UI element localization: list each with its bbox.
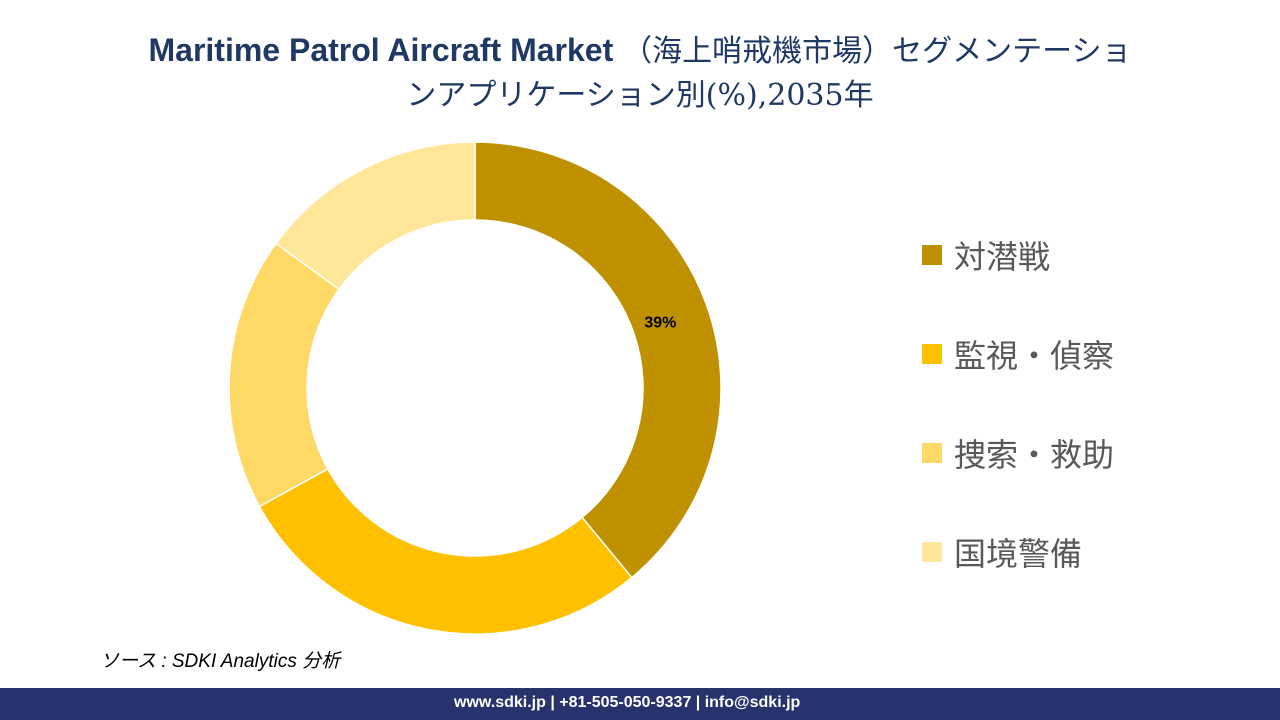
source-note: ソース : SDKI Analytics 分析 [100,651,341,672]
legend-item: 監視・偵察 [922,304,1114,403]
donut-slice-4 [274,141,476,291]
data-label: 39% [644,314,676,331]
legend-item: 捜索・救助 [922,403,1114,502]
donut-slice-2 [258,467,633,635]
legend-swatch [922,244,942,265]
legend-swatch [922,541,942,562]
title-jp: （海上哨戒機市場）セグメンテーショ [622,34,1132,69]
donut-slice-3 [228,242,341,508]
legend-label: 国境警備 [954,534,1083,573]
legend-label: 監視・偵察 [954,336,1115,375]
footer-contact: www.sdki.jp | +81-505-050-9337 | info@sd… [454,694,801,711]
legend-swatch [922,442,942,463]
title-line2: ンアプリケーション別(%),2035年 [406,78,874,113]
footer-bar: www.sdki.jp | +81-505-050-9337 | info@sd… [0,688,1280,720]
legend-label: 対潜戦 [954,237,1051,276]
legend: 対潜戦監視・偵察捜索・救助国境警備 [922,238,1114,651]
legend-item: 国境警備 [922,502,1114,601]
chart-title: Maritime Patrol Aircraft Market （海上哨戒機市場… [0,28,1280,118]
title-en: Maritime Patrol Aircraft Market [148,32,623,68]
legend-swatch [922,343,942,364]
legend-label: 捜索・救助 [954,435,1115,474]
donut-slice-1 [474,141,722,579]
legend-item: 対潜戦 [922,205,1114,304]
